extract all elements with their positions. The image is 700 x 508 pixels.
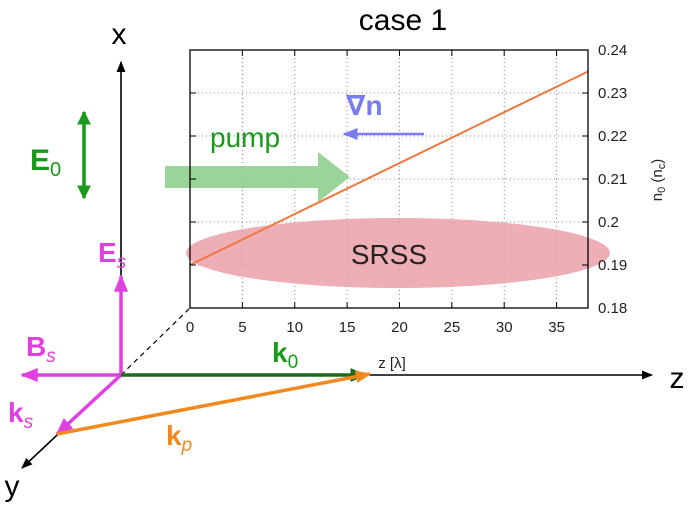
bs-label: Bs	[26, 331, 56, 367]
y-tick-label: 0.2	[598, 214, 619, 231]
x-tick-label: 15	[339, 319, 356, 336]
x-axis-3d-label: x	[112, 18, 127, 51]
y-tick-label: 0.21	[598, 171, 627, 188]
x-tick-label: 25	[443, 319, 460, 336]
chart-title: case 1	[359, 4, 447, 37]
x-tick-label: 5	[238, 319, 246, 336]
z-axis-3d-label: z	[670, 362, 685, 395]
projection-dashed-line	[120, 307, 191, 376]
pump-label: pump	[210, 122, 280, 153]
y-tick-label: 0.19	[598, 257, 627, 274]
x-axis-label: z [λ]	[378, 355, 406, 372]
kp-label: kp	[166, 420, 192, 456]
srss-region	[186, 218, 610, 288]
pump-arrow	[165, 152, 350, 202]
chart-ticks: 0 5 10 15 20 25 30 35 0.18 0.19 0.2 0.21 0.22 0.23 0.2…	[186, 42, 627, 336]
x-tick-label: 35	[548, 319, 565, 336]
x-tick-label: 20	[391, 319, 408, 336]
y-tick-label: 0.22	[598, 128, 627, 145]
x-tick-label: 10	[286, 319, 303, 336]
gradient-n-label: ∇n	[346, 90, 383, 121]
ks-arrow	[55, 373, 123, 436]
e0-label: E0	[30, 144, 61, 181]
y-axis-label: n0 (nc)	[649, 159, 668, 201]
k0-label: k0	[272, 337, 298, 373]
y-tick-label: 0.23	[598, 85, 627, 102]
y-axis-3d-label: y	[5, 470, 20, 503]
x-tick-label: 0	[186, 319, 194, 336]
es-label: Es	[98, 237, 127, 273]
y-tick-label: 0.18	[598, 300, 627, 317]
kp-arrow	[56, 370, 372, 436]
density-profile-line	[189, 70, 589, 266]
x-tick-label: 30	[496, 319, 513, 336]
y-tick-label: 0.24	[598, 42, 627, 59]
chart-series	[189, 70, 589, 266]
srss-label: SRSS	[351, 239, 427, 270]
ks-label: ks	[8, 397, 34, 433]
